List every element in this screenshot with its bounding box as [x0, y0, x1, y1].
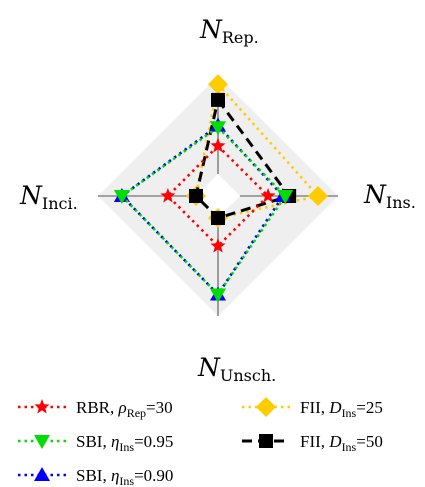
- data-point-right: [277, 190, 294, 204]
- data-point-right: [260, 188, 276, 203]
- legend-entry-rbr-rep-30: RBR, ρRep=30: [18, 398, 173, 420]
- legend-marker: [256, 397, 276, 417]
- legend-marker: [34, 399, 50, 414]
- axis-label-bottom: NUnsch.: [197, 353, 276, 385]
- data-point-top: [210, 121, 226, 136]
- legend-label: RBR, ρRep=30: [76, 398, 173, 420]
- legend-label: FII, DIns=25: [300, 398, 383, 420]
- series-rbr-rep-30: [160, 137, 276, 253]
- data-point-top: [210, 137, 226, 153]
- legend-entry-sbi-ins-0-90: SBI, ηIns=0.90: [18, 466, 173, 487]
- data-point-left: [189, 189, 203, 203]
- legend-entry-sbi-ins-0-95: SBI, ηIns=0.95: [18, 432, 173, 454]
- chart-background: [98, 76, 338, 316]
- legend: RBR, ρRep=30 SBI, ηIns=0.95 SBI, ηIns=0.90…: [18, 397, 383, 487]
- data-point-top: [208, 74, 228, 95]
- legend-marker: [259, 434, 273, 448]
- data-point-left: [160, 188, 176, 203]
- series-line: [120, 124, 285, 296]
- legend-label: SBI, ηIns=0.90: [76, 466, 173, 487]
- series-layer: [113, 74, 328, 303]
- series-line: [166, 144, 270, 248]
- legend-entry-fii-dins-25: FII, DIns=25: [242, 397, 383, 420]
- series-sbi-ins-0-95: [113, 121, 294, 303]
- data-point-left: [113, 190, 130, 204]
- axis-label-left: NInci.: [19, 181, 78, 213]
- legend-label: SBI, ηIns=0.95: [76, 432, 173, 454]
- data-point-right: [308, 186, 328, 206]
- data-point-bottom: [211, 211, 225, 225]
- series-fii-dins-50: [189, 92, 297, 225]
- data-point-bottom: [210, 238, 226, 253]
- data-point-top: [211, 92, 225, 107]
- legend-marker: [34, 435, 50, 449]
- data-point-bottom: [210, 288, 226, 303]
- axis-labels: NRep. NIns. NUnsch. NInci.: [19, 15, 416, 385]
- legend-label: FII, DIns=50: [300, 432, 383, 454]
- legend-marker: [34, 467, 50, 481]
- axis-label-right: NIns.: [363, 180, 416, 212]
- series-line: [194, 83, 320, 220]
- legend-entry-fii-dins-50: FII, DIns=50: [242, 432, 383, 454]
- axis-label-top: NRep.: [199, 15, 259, 47]
